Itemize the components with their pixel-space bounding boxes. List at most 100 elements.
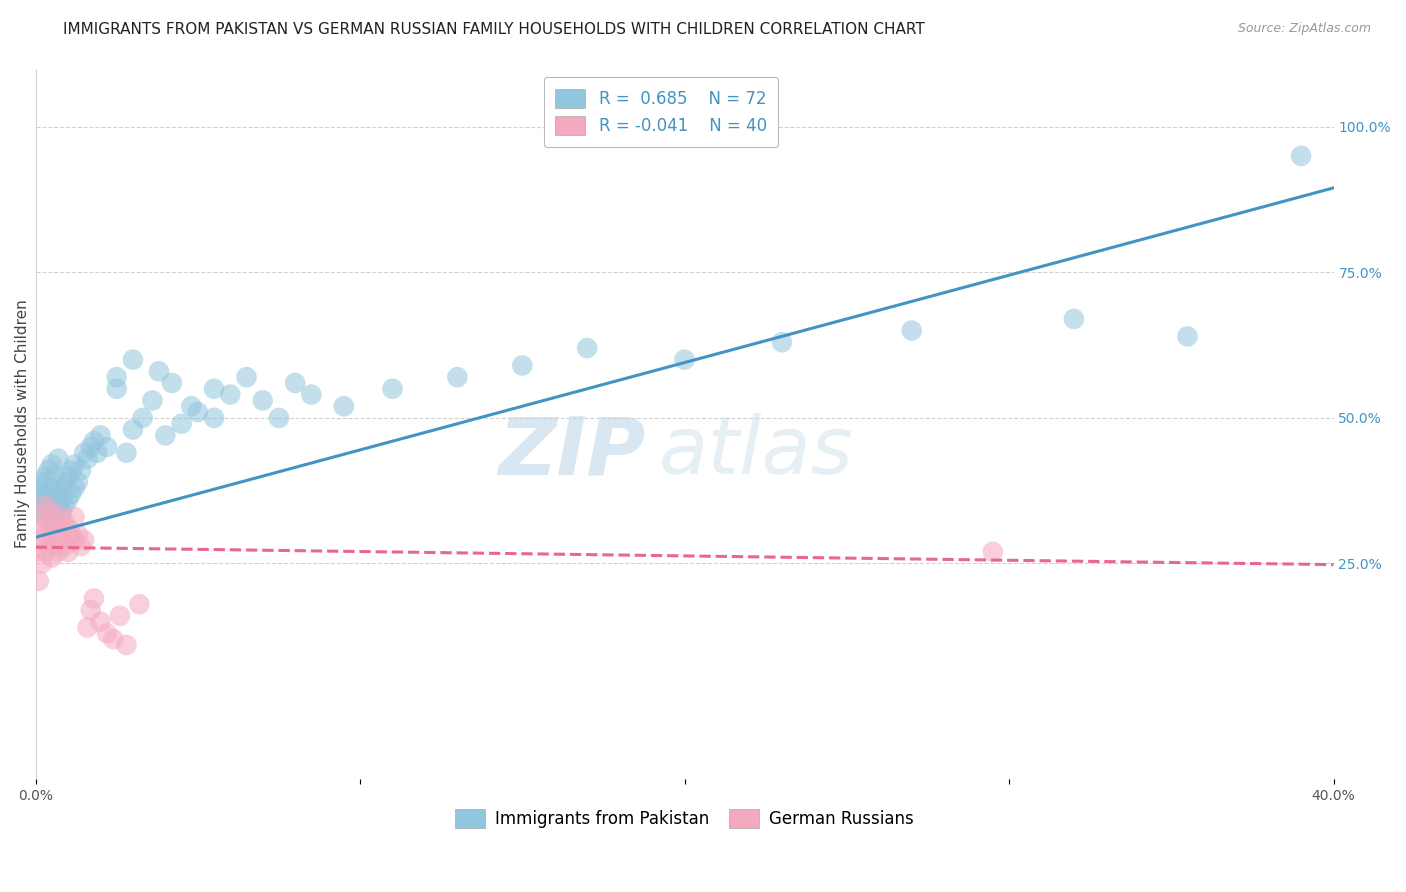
Point <box>160 376 183 390</box>
Point <box>141 393 163 408</box>
Point <box>83 591 105 606</box>
Point <box>103 632 125 647</box>
Point <box>41 504 63 518</box>
Point <box>46 451 69 466</box>
Point <box>70 463 93 477</box>
Point <box>51 533 73 548</box>
Point <box>60 486 83 500</box>
Text: Source: ZipAtlas.com: Source: ZipAtlas.com <box>1237 22 1371 36</box>
Point <box>89 615 111 629</box>
Point <box>60 463 83 477</box>
Point <box>131 410 153 425</box>
Point <box>44 516 66 530</box>
Point <box>38 486 60 500</box>
Point <box>202 410 225 425</box>
Point <box>34 498 56 512</box>
Point <box>60 527 83 541</box>
Point <box>73 446 96 460</box>
Point <box>56 469 79 483</box>
Point <box>46 522 69 536</box>
Point <box>1063 312 1085 326</box>
Point <box>86 446 108 460</box>
Point <box>31 486 53 500</box>
Point <box>51 492 73 507</box>
Point <box>34 509 56 524</box>
Text: atlas: atlas <box>658 413 853 491</box>
Point <box>66 527 89 541</box>
Point <box>28 481 51 495</box>
Point <box>576 341 599 355</box>
Point <box>76 451 98 466</box>
Point <box>56 492 79 507</box>
Point <box>53 516 76 530</box>
Point <box>41 458 63 472</box>
Point <box>51 504 73 518</box>
Point <box>63 481 86 495</box>
Point <box>51 481 73 495</box>
Point <box>31 475 53 489</box>
Point <box>28 574 51 588</box>
Point <box>63 509 86 524</box>
Point <box>38 498 60 512</box>
Point <box>38 463 60 477</box>
Point <box>1289 149 1312 163</box>
Point <box>96 440 118 454</box>
Point <box>24 545 46 559</box>
Point <box>900 324 922 338</box>
Point <box>46 486 69 500</box>
Point <box>333 399 356 413</box>
Point <box>31 533 53 548</box>
Point <box>80 603 103 617</box>
Point <box>31 557 53 571</box>
Point <box>41 481 63 495</box>
Legend: Immigrants from Pakistan, German Russians: Immigrants from Pakistan, German Russian… <box>449 802 921 835</box>
Point <box>128 597 150 611</box>
Point <box>122 423 145 437</box>
Point <box>80 440 103 454</box>
Point <box>53 539 76 553</box>
Point <box>46 498 69 512</box>
Point <box>770 335 793 350</box>
Point <box>235 370 257 384</box>
Point <box>267 410 290 425</box>
Point <box>170 417 193 431</box>
Point <box>96 626 118 640</box>
Point <box>105 382 128 396</box>
Point <box>56 545 79 559</box>
Point <box>53 475 76 489</box>
Point <box>51 509 73 524</box>
Point <box>76 620 98 634</box>
Point <box>31 509 53 524</box>
Point <box>46 545 69 559</box>
Point <box>673 352 696 367</box>
Point <box>41 550 63 565</box>
Point <box>187 405 209 419</box>
Point <box>252 393 274 408</box>
Point <box>44 539 66 553</box>
Point <box>284 376 307 390</box>
Point <box>155 428 177 442</box>
Point <box>115 446 138 460</box>
Point <box>41 504 63 518</box>
Point <box>1177 329 1199 343</box>
Point <box>34 469 56 483</box>
Point <box>28 522 51 536</box>
Point <box>89 428 111 442</box>
Point <box>44 509 66 524</box>
Point <box>66 475 89 489</box>
Point <box>148 364 170 378</box>
Point <box>202 382 225 396</box>
Point <box>219 387 242 401</box>
Point <box>63 533 86 548</box>
Point <box>34 492 56 507</box>
Point <box>31 504 53 518</box>
Point <box>44 492 66 507</box>
Point <box>381 382 404 396</box>
Point <box>446 370 468 384</box>
Point <box>180 399 202 413</box>
Point <box>38 539 60 553</box>
Point <box>105 370 128 384</box>
Point <box>41 527 63 541</box>
Point <box>122 352 145 367</box>
Point <box>108 608 131 623</box>
